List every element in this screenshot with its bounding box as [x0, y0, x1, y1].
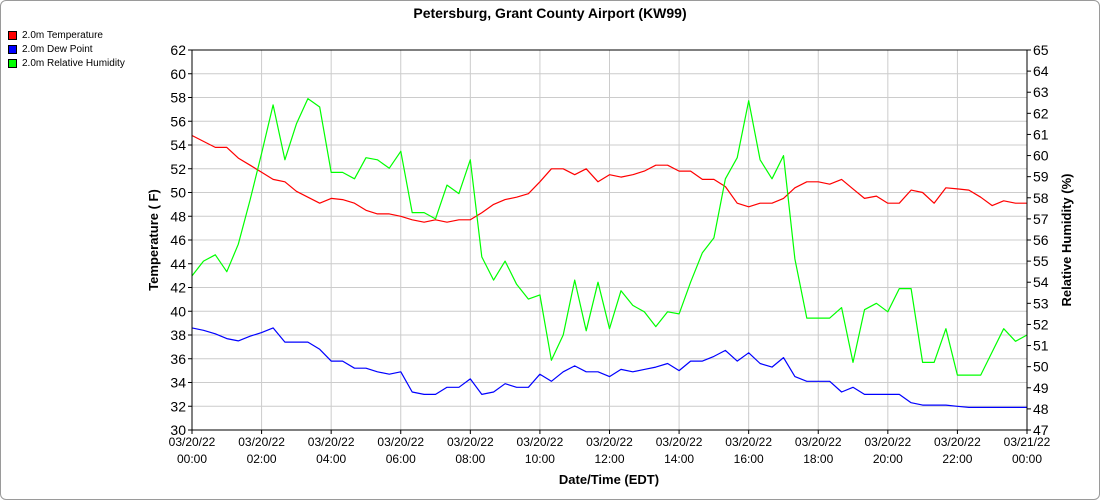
y2-tick-label: 57 — [1033, 211, 1049, 227]
series-line-relative-humidity — [191, 97, 1028, 376]
y2-tick-label: 55 — [1033, 253, 1049, 269]
y2-tick-label: 62 — [1033, 105, 1049, 121]
x-tick-date-label: 03/20/22 — [169, 435, 216, 449]
series-layer — [191, 97, 1028, 408]
x-tick-time-label: 00:00 — [177, 452, 207, 466]
legend-swatch-relative-humidity — [8, 58, 17, 68]
x-tick-time-label: 12:00 — [594, 452, 624, 466]
x-tick-time-label: 18:00 — [803, 452, 833, 466]
y-tick-label: 56 — [170, 113, 186, 129]
x-tick-time-label: 22:00 — [942, 452, 972, 466]
x-tick-time-label: 06:00 — [386, 452, 416, 466]
x-tick-time-label: 00:00 — [1012, 452, 1042, 466]
x-tick-date-label: 03/20/22 — [308, 435, 355, 449]
y2-tick-label: 58 — [1033, 190, 1049, 206]
x-axis-label: Date/Time (EDT) — [559, 472, 659, 487]
y2-tick-label: 49 — [1033, 380, 1049, 396]
x-tick-date-label: 03/20/22 — [795, 435, 842, 449]
y-tick-label: 54 — [170, 137, 186, 153]
x-tick-time-label: 20:00 — [873, 452, 903, 466]
x-tick-time-label: 10:00 — [525, 452, 555, 466]
x-tick-date-label: 03/20/22 — [377, 435, 424, 449]
x-tick-time-label: 14:00 — [664, 452, 694, 466]
x-tick-date-label: 03/20/22 — [586, 435, 633, 449]
y2-tick-label: 48 — [1033, 401, 1049, 417]
x-tick-time-label: 16:00 — [734, 452, 764, 466]
y-tick-label: 40 — [170, 303, 186, 319]
y-tick-label: 36 — [170, 351, 186, 367]
axis-layer: 30 32 34 36 38 40 42 44 46 48 50 52 54 56 58 60 62 47 48 49… — [169, 42, 1051, 466]
y2-tick-label: 50 — [1033, 359, 1049, 375]
y2-tick-label: 47 — [1033, 422, 1049, 438]
y2-tick-label: 52 — [1033, 316, 1049, 332]
y-tick-label: 48 — [170, 208, 186, 224]
x-tick-date-label: 03/20/22 — [864, 435, 911, 449]
y2-tick-label: 56 — [1033, 232, 1049, 248]
y2-tick-label: 65 — [1033, 42, 1049, 58]
y-axis-label: Temperature ( F) — [146, 189, 161, 291]
chart-title: Petersburg, Grant County Airport (KW99) — [413, 5, 686, 21]
y-tick-label: 44 — [170, 256, 186, 272]
y-tick-label: 42 — [170, 280, 186, 296]
x-tick-time-label: 04:00 — [316, 452, 346, 466]
x-tick-time-label: 02:00 — [247, 452, 277, 466]
y-tick-label: 38 — [170, 327, 186, 343]
y-tick-label: 62 — [170, 42, 186, 58]
legend-item-temperature[interactable]: 2.0m Temperature — [8, 28, 125, 42]
y-tick-label: 46 — [170, 232, 186, 248]
y-tick-label: 50 — [170, 185, 186, 201]
y2-tick-label: 54 — [1033, 274, 1049, 290]
y2-axis-label: Relative Humidity (%) — [1059, 174, 1074, 307]
x-tick-date-label: 03/21/22 — [1004, 435, 1051, 449]
series-line-temperature — [191, 134, 1027, 223]
x-tick-date-label: 03/20/22 — [447, 435, 494, 449]
y-tick-label: 52 — [170, 161, 186, 177]
y-tick-label: 32 — [170, 398, 186, 414]
y2-tick-label: 59 — [1033, 169, 1049, 185]
x-tick-time-label: 08:00 — [455, 452, 485, 466]
y2-tick-label: 51 — [1033, 338, 1049, 354]
legend-label-relative-humidity: 2.0m Relative Humidity — [22, 57, 125, 69]
y2-tick-label: 61 — [1033, 126, 1049, 142]
legend-item-dew-point[interactable]: 2.0m Dew Point — [8, 42, 125, 56]
legend-item-relative-humidity[interactable]: 2.0m Relative Humidity — [8, 56, 125, 70]
legend-label-dew-point: 2.0m Dew Point — [22, 43, 93, 55]
y2-tick-label: 63 — [1033, 84, 1049, 100]
x-tick-date-label: 03/20/22 — [656, 435, 703, 449]
y-tick-label: 30 — [170, 422, 186, 438]
y-tick-label: 34 — [170, 375, 186, 391]
legend-swatch-temperature — [8, 30, 17, 40]
plot-border — [191, 49, 1028, 431]
x-tick-date-label: 03/20/22 — [517, 435, 564, 449]
grid-layer — [191, 49, 1028, 431]
x-tick-date-label: 03/20/22 — [725, 435, 772, 449]
y2-tick-label: 53 — [1033, 295, 1049, 311]
chart-legend: 2.0m Temperature 2.0m Dew Point 2.0m Rel… — [8, 28, 125, 70]
legend-swatch-dew-point — [8, 44, 17, 54]
y-tick-label: 58 — [170, 90, 186, 106]
legend-label-temperature: 2.0m Temperature — [22, 29, 103, 41]
series-line-dew-point — [191, 327, 1027, 408]
y2-tick-label: 60 — [1033, 148, 1049, 164]
y2-tick-label: 64 — [1033, 63, 1049, 79]
y-tick-label: 60 — [170, 66, 186, 82]
x-tick-date-label: 03/20/22 — [238, 435, 285, 449]
x-tick-date-label: 03/20/22 — [934, 435, 981, 449]
